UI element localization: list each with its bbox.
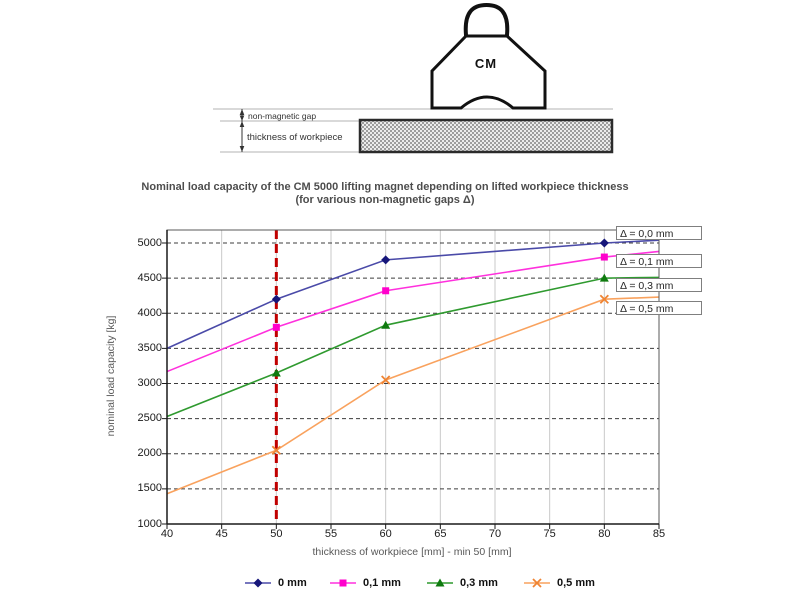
y-tick-label: 1000 bbox=[137, 517, 162, 530]
y-tick-label: 2000 bbox=[137, 447, 162, 460]
dimension-arrows bbox=[239, 109, 245, 152]
workpiece-label: thickness of workpiece bbox=[247, 132, 343, 143]
chart-title-line2: (for various non-magnetic gaps Δ) bbox=[295, 194, 475, 206]
y-tick-label: 4500 bbox=[137, 271, 162, 284]
diamond-marker-icon bbox=[245, 578, 271, 588]
y-axis-title: nominal load capacity [kg] bbox=[105, 315, 117, 437]
legend-label: 0 mm bbox=[278, 577, 307, 589]
magnet-handle-icon bbox=[463, 2, 510, 36]
legend-item-0.5mm: 0,5 mm bbox=[524, 575, 595, 591]
legend: 0 mm 0,1 mm 0,3 mm 0,5 mm bbox=[0, 575, 800, 593]
y-tick-label: 2500 bbox=[137, 412, 162, 425]
x-tick-label: 40 bbox=[160, 528, 174, 540]
x-tick-label: 45 bbox=[215, 528, 228, 540]
x-tick-label: 80 bbox=[598, 528, 611, 540]
gap-label: non-magnetic gap bbox=[248, 111, 316, 121]
x-tick-label: 85 bbox=[652, 528, 666, 540]
legend-item-0.1mm: 0,1 mm bbox=[330, 575, 401, 591]
annotation-gap-0.3mm: Δ = 0,3 mm bbox=[616, 278, 702, 292]
legend-item-0.3mm: 0,3 mm bbox=[427, 575, 498, 591]
workpiece-slab bbox=[358, 118, 614, 154]
x-tick-label: 55 bbox=[324, 528, 338, 540]
data-series bbox=[166, 238, 660, 495]
x-tick-label: 75 bbox=[543, 528, 556, 540]
legend-label: 0,1 mm bbox=[363, 577, 401, 589]
chart-title: Nominal load capacity of the CM 5000 lif… bbox=[0, 181, 770, 207]
x-marker-icon bbox=[524, 578, 550, 588]
legend-item-0mm: 0 mm bbox=[245, 575, 307, 591]
legend-label: 0,5 mm bbox=[557, 577, 595, 589]
x-tick-label: 60 bbox=[379, 528, 392, 540]
x-tick-label: 65 bbox=[434, 528, 447, 540]
y-tick-label: 4000 bbox=[137, 306, 162, 319]
triangle-marker-icon bbox=[427, 578, 453, 587]
annotation-gap-0.1mm: Δ = 0,1 mm bbox=[616, 254, 702, 268]
legend-label: 0,3 mm bbox=[460, 577, 498, 589]
magnet-body bbox=[430, 34, 547, 110]
x-tick-label: 50 bbox=[270, 528, 283, 540]
x-axis-title: thickness of workpiece [mm] - min 50 [mm… bbox=[312, 546, 512, 558]
y-tick-label: 5000 bbox=[137, 236, 162, 249]
y-tick-label: 3000 bbox=[137, 377, 162, 389]
square-marker-icon bbox=[330, 579, 356, 587]
magnet-diagram: non-magnetic gap thickness of workpiece … bbox=[213, 2, 614, 154]
y-tick-label: 1500 bbox=[137, 482, 162, 495]
y-tick-label: 3500 bbox=[137, 341, 162, 354]
axes bbox=[162, 229, 660, 529]
annotation-gap-0.0mm: Δ = 0,0 mm bbox=[616, 226, 702, 240]
annotation-gap-0.5mm: Δ = 0,5 mm bbox=[616, 301, 702, 315]
chart-title-line1: Nominal load capacity of the CM 5000 lif… bbox=[141, 181, 629, 193]
magnet-model-label: CM bbox=[475, 56, 497, 71]
gridlines bbox=[167, 230, 659, 524]
x-tick-label: 70 bbox=[488, 528, 502, 540]
